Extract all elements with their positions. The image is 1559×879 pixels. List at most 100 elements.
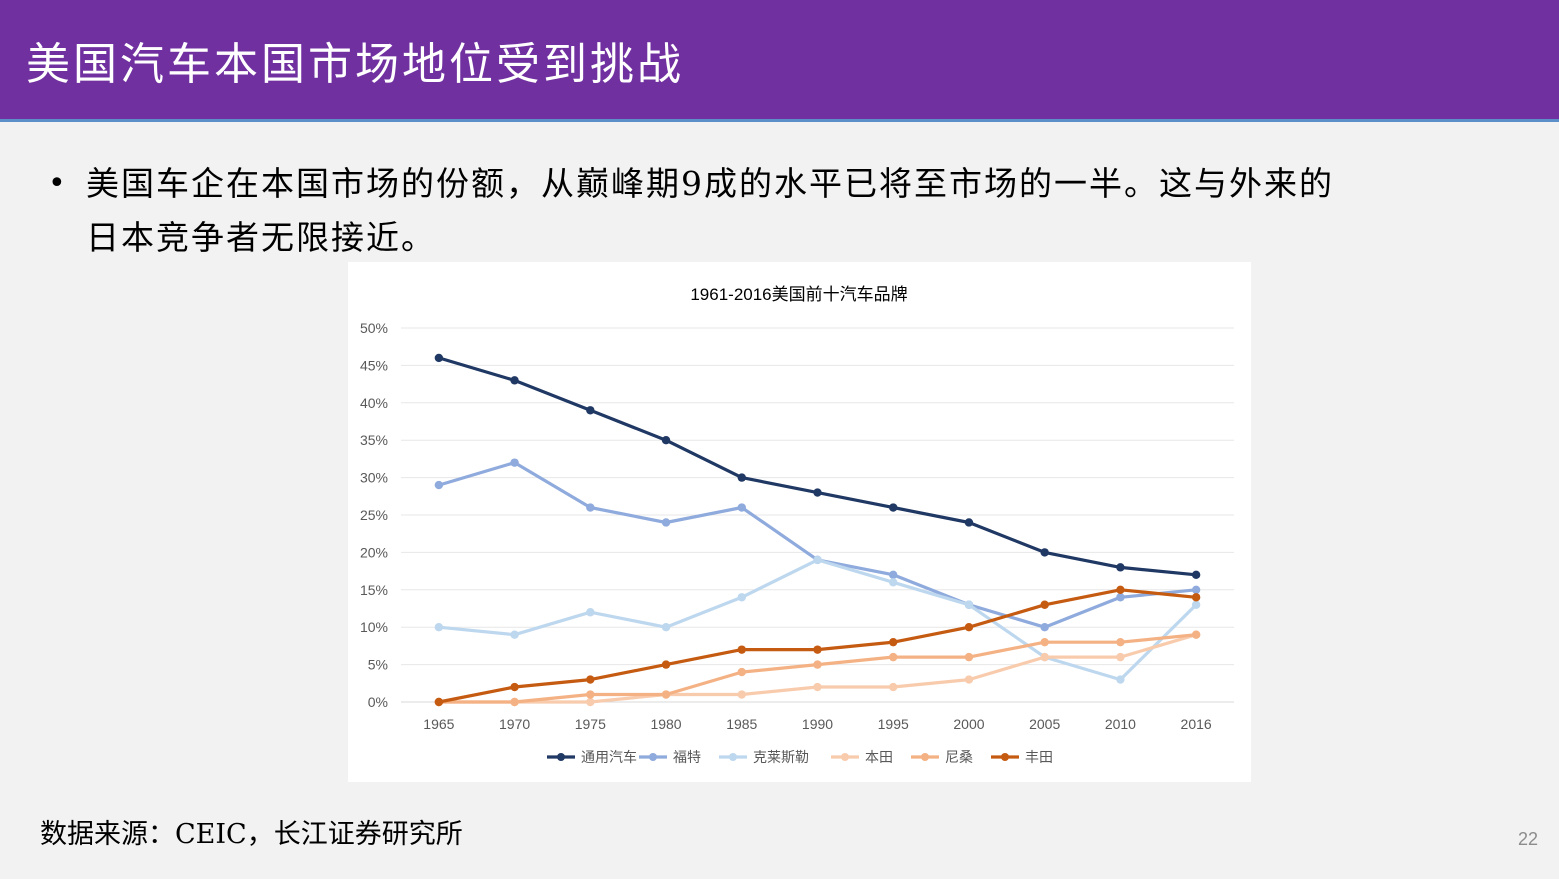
legend-marker: [557, 753, 565, 761]
x-tick-label: 1965: [423, 716, 454, 732]
y-tick-label: 45%: [360, 357, 388, 373]
series-point: [1116, 637, 1125, 647]
y-tick-label: 10%: [360, 619, 388, 635]
series-point: [1040, 600, 1049, 609]
chart-panel: 1961-2016美国前十汽车品牌 0% 5% 10% 15% 20% 25% 30% 35%…: [348, 262, 1251, 782]
x-tick-label: 1980: [650, 716, 681, 732]
series-point: [586, 503, 595, 512]
series-point: [586, 690, 595, 699]
series-point: [661, 623, 671, 632]
x-tick-label: 1970: [499, 716, 530, 732]
legend-marker: [729, 753, 737, 761]
series-point: [889, 570, 898, 580]
y-tick-label: 35%: [360, 432, 388, 448]
source-note: 数据来源：CEIC，长江证券研究所: [40, 819, 463, 850]
series-point: [964, 675, 974, 684]
slide-title: 美国汽车本国市场地位受到挑战: [26, 39, 684, 90]
page-number: 22: [1518, 829, 1539, 849]
series-point: [661, 518, 671, 527]
series-point: [434, 353, 444, 363]
series-point: [813, 645, 822, 654]
series-point: [1191, 593, 1201, 602]
series-point: [889, 682, 898, 692]
series-point: [586, 406, 595, 415]
y-tick-label: 15%: [360, 582, 388, 598]
series-point: [661, 660, 671, 669]
legend-label: 克莱斯勒: [753, 749, 809, 765]
legend-marker: [841, 753, 849, 761]
series-line: [437, 461, 1198, 629]
y-tick-label: 0%: [368, 694, 388, 710]
series-point: [1191, 630, 1201, 639]
series-point: [964, 652, 974, 662]
legend-label: 本田: [865, 749, 893, 765]
y-tick-label: 5%: [368, 657, 388, 673]
legend-label: 通用汽车: [581, 749, 637, 765]
x-tick-label: 2005: [1029, 716, 1060, 732]
series-point: [1116, 593, 1125, 602]
series-point: [510, 376, 519, 385]
bullet-text-line-2: 日本竞争者无限接近。: [86, 218, 436, 257]
y-tick-label: 20%: [360, 544, 388, 560]
chart-title: 1961-2016美国前十汽车品牌: [690, 285, 907, 304]
series-point: [1116, 675, 1125, 684]
legend-marker: [649, 753, 657, 761]
series-point: [510, 697, 519, 707]
x-tick-label: 1990: [802, 716, 833, 732]
legend-label: 尼桑: [945, 749, 973, 765]
series-point: [889, 652, 898, 662]
title-bar: 美国汽车本国市场地位受到挑战: [0, 0, 1559, 122]
series-line: [437, 356, 1198, 577]
legend-label: 丰田: [1025, 749, 1053, 765]
series-point: [510, 682, 519, 692]
series-point: [1191, 570, 1201, 580]
series-point: [964, 600, 974, 609]
series-point: [737, 503, 746, 512]
y-tick-label: 25%: [360, 507, 388, 523]
series-point: [586, 675, 595, 684]
series-point: [813, 682, 822, 692]
x-tick-label: 2000: [953, 716, 984, 732]
series-point: [1116, 652, 1125, 662]
series-point: [510, 458, 519, 467]
x-tick-label: 1975: [575, 716, 606, 732]
series-point: [434, 623, 444, 632]
series-point: [1191, 585, 1201, 594]
x-tick-label: 2016: [1181, 716, 1212, 732]
series-point: [1040, 637, 1049, 647]
legend-marker: [1001, 753, 1009, 761]
series-point: [964, 623, 974, 632]
legend-label: 福特: [673, 749, 701, 765]
series-point: [1191, 600, 1201, 609]
series-point: [434, 480, 444, 490]
series-point: [1040, 623, 1049, 632]
legend-marker: [921, 753, 929, 761]
x-tick-label: 1985: [726, 716, 757, 732]
bullet-text-line-1: 美国车企在本国市场的份额，从巅峰期9成的水平已将至市场的一半。这与外来的: [86, 164, 1334, 203]
x-tick-label: 1995: [878, 716, 909, 732]
series-point: [813, 660, 822, 669]
series-point: [737, 645, 746, 654]
x-tick-label: 2010: [1105, 716, 1136, 732]
series-point: [586, 608, 595, 617]
series-point: [1040, 548, 1049, 557]
series-point: [1116, 563, 1125, 572]
series-point: [1116, 585, 1125, 594]
y-tick-label: 50%: [360, 320, 388, 336]
series-point: [889, 637, 898, 647]
series-point: [434, 697, 444, 707]
series-point: [737, 667, 746, 677]
series-point: [964, 518, 974, 527]
series-point: [737, 593, 746, 602]
series-point: [813, 488, 822, 497]
y-tick-label: 40%: [360, 395, 388, 411]
series-point: [510, 630, 519, 639]
bullet-dot-icon: •: [48, 166, 68, 201]
series-point: [737, 473, 746, 482]
series-point: [889, 503, 898, 512]
series-point: [737, 690, 746, 699]
series-point: [661, 436, 671, 445]
series-point: [813, 555, 822, 565]
line-chart: 1961-2016美国前十汽车品牌 0% 5% 10% 15% 20% 25% 30% 35%…: [360, 285, 1234, 765]
series-point: [1040, 652, 1049, 662]
